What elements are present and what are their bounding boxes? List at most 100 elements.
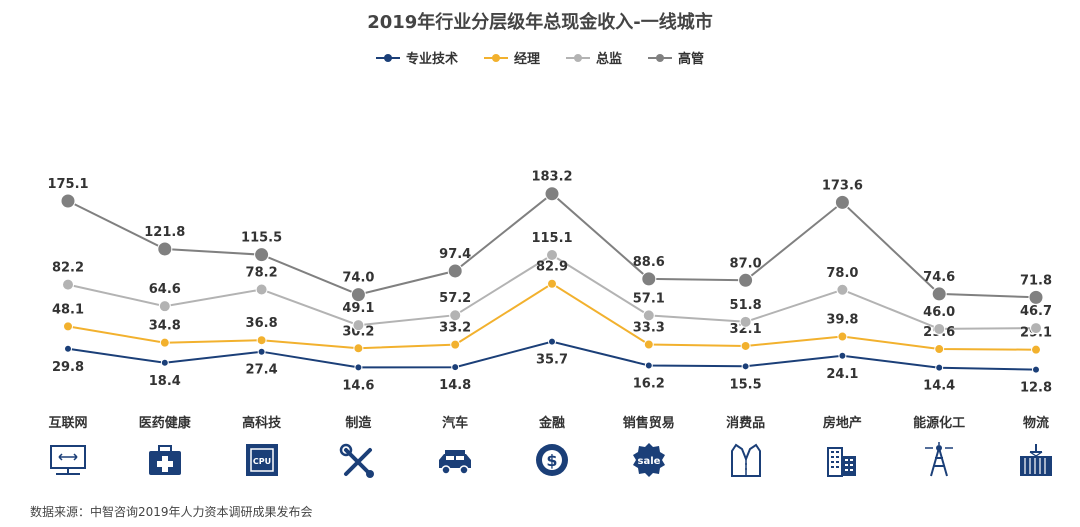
data-point bbox=[450, 339, 461, 350]
data-point bbox=[255, 283, 268, 296]
data-label: 82.9 bbox=[536, 260, 568, 275]
data-label: 35.7 bbox=[536, 353, 568, 368]
data-point bbox=[741, 362, 750, 371]
legend-item: 总监 bbox=[566, 48, 622, 67]
data-label: 97.4 bbox=[439, 247, 471, 262]
data-point bbox=[544, 186, 560, 202]
data-point bbox=[1031, 344, 1041, 355]
data-label: 121.8 bbox=[144, 225, 185, 240]
legend-label: 专业技术 bbox=[405, 52, 458, 67]
legend-label: 经理 bbox=[513, 52, 540, 67]
data-point bbox=[548, 337, 556, 346]
category-label: 高科技 bbox=[242, 416, 282, 431]
sale-tag-icon: sale bbox=[632, 443, 665, 477]
data-label: 57.2 bbox=[439, 291, 471, 306]
data-label: 34.8 bbox=[149, 319, 181, 334]
data-point bbox=[934, 344, 945, 355]
data-point bbox=[451, 363, 460, 372]
data-point bbox=[449, 309, 462, 322]
data-point bbox=[256, 335, 267, 346]
legend-swatch bbox=[483, 53, 508, 62]
category-label: 销售贸易 bbox=[622, 416, 675, 431]
data-label: 74.6 bbox=[923, 270, 955, 285]
data-label: 29.8 bbox=[52, 360, 84, 375]
legend-item: 经理 bbox=[483, 48, 540, 67]
data-label: 88.6 bbox=[633, 255, 665, 270]
data-point bbox=[644, 361, 653, 370]
data-point bbox=[933, 322, 946, 335]
category-label: 制造 bbox=[345, 416, 372, 431]
data-label: 64.6 bbox=[149, 282, 181, 297]
data-label: 14.8 bbox=[439, 378, 471, 393]
data-label: 36.8 bbox=[246, 316, 278, 331]
data-label: 78.0 bbox=[826, 266, 858, 281]
data-point bbox=[257, 347, 266, 356]
category-label: 消费品 bbox=[726, 416, 766, 431]
data-point bbox=[352, 319, 365, 332]
data-point bbox=[546, 249, 558, 262]
category-item: 汽车 bbox=[415, 412, 495, 478]
buildings-icon bbox=[827, 447, 857, 477]
data-label: 115.1 bbox=[531, 231, 572, 246]
data-point bbox=[836, 283, 849, 296]
svg-text:sale: sale bbox=[637, 456, 660, 467]
legend-label: 高管 bbox=[678, 52, 705, 67]
tools-icon bbox=[340, 443, 375, 478]
category-label: 金融 bbox=[538, 416, 565, 431]
category-axis: 互联网 医药健康 高科技 CPU 制造 汽车 金融 $ 销售贸易 sale 消费品 房地产 能源化工 物流 bbox=[0, 412, 1080, 492]
data-label: 175.1 bbox=[47, 177, 88, 192]
data-label: 87.0 bbox=[730, 256, 762, 271]
data-point bbox=[254, 247, 270, 263]
category-item: 消费品 bbox=[706, 412, 786, 478]
dollar-coin-icon: $ bbox=[536, 444, 568, 476]
data-point bbox=[740, 340, 751, 351]
category-label: 医药健康 bbox=[138, 416, 191, 431]
data-point bbox=[935, 363, 944, 372]
category-item: 房地产 bbox=[802, 412, 882, 478]
car-icon bbox=[439, 450, 472, 475]
data-label: 49.1 bbox=[342, 301, 374, 316]
data-label: 14.4 bbox=[923, 379, 955, 394]
category-label: 汽车 bbox=[442, 416, 469, 431]
category-label: 房地产 bbox=[822, 416, 862, 431]
category-item: 高科技 CPU bbox=[222, 412, 302, 478]
data-point bbox=[62, 278, 74, 291]
data-point bbox=[64, 344, 72, 353]
data-label: 32.1 bbox=[730, 322, 762, 337]
data-point bbox=[447, 263, 463, 279]
data-point bbox=[157, 241, 173, 257]
data-label: 57.1 bbox=[633, 291, 665, 306]
data-point bbox=[1030, 322, 1042, 335]
data-point bbox=[931, 286, 947, 302]
data-label: 39.8 bbox=[826, 313, 858, 328]
data-label: 46.0 bbox=[923, 305, 955, 320]
data-point bbox=[834, 194, 850, 210]
data-point bbox=[547, 278, 557, 289]
data-label: 48.1 bbox=[52, 302, 84, 317]
data-point bbox=[641, 271, 657, 287]
legend-label: 总监 bbox=[596, 52, 623, 67]
data-point bbox=[642, 309, 655, 322]
cpu-chip-icon: CPU bbox=[245, 444, 278, 476]
computer-network-icon bbox=[50, 445, 86, 475]
legend-item: 专业技术 bbox=[375, 48, 458, 67]
category-item: 金融 $ bbox=[512, 412, 592, 478]
data-label: 51.8 bbox=[730, 298, 762, 313]
chart-plot: 29.8 18.4 27.4 14.6 14.8 35.7 16.2 15.5 24.1 14.4… bbox=[47, 170, 1052, 396]
data-point bbox=[60, 193, 76, 209]
data-label: 15.5 bbox=[730, 377, 762, 392]
data-label: 82.2 bbox=[52, 261, 84, 276]
cargo-container-icon bbox=[1020, 444, 1052, 476]
data-label: 12.8 bbox=[1020, 381, 1052, 396]
legend-swatch bbox=[648, 53, 673, 62]
data-label: 173.6 bbox=[822, 178, 863, 193]
category-item: 制造 bbox=[318, 412, 398, 478]
category-item: 医药健康 bbox=[125, 412, 205, 478]
data-label: 27.4 bbox=[246, 363, 278, 378]
data-point bbox=[838, 351, 847, 360]
data-point bbox=[1032, 365, 1040, 374]
data-label: 74.0 bbox=[342, 271, 374, 286]
category-item: 物流 bbox=[996, 412, 1076, 478]
data-label: 78.2 bbox=[246, 266, 278, 281]
category-item: 互联网 bbox=[28, 412, 108, 478]
